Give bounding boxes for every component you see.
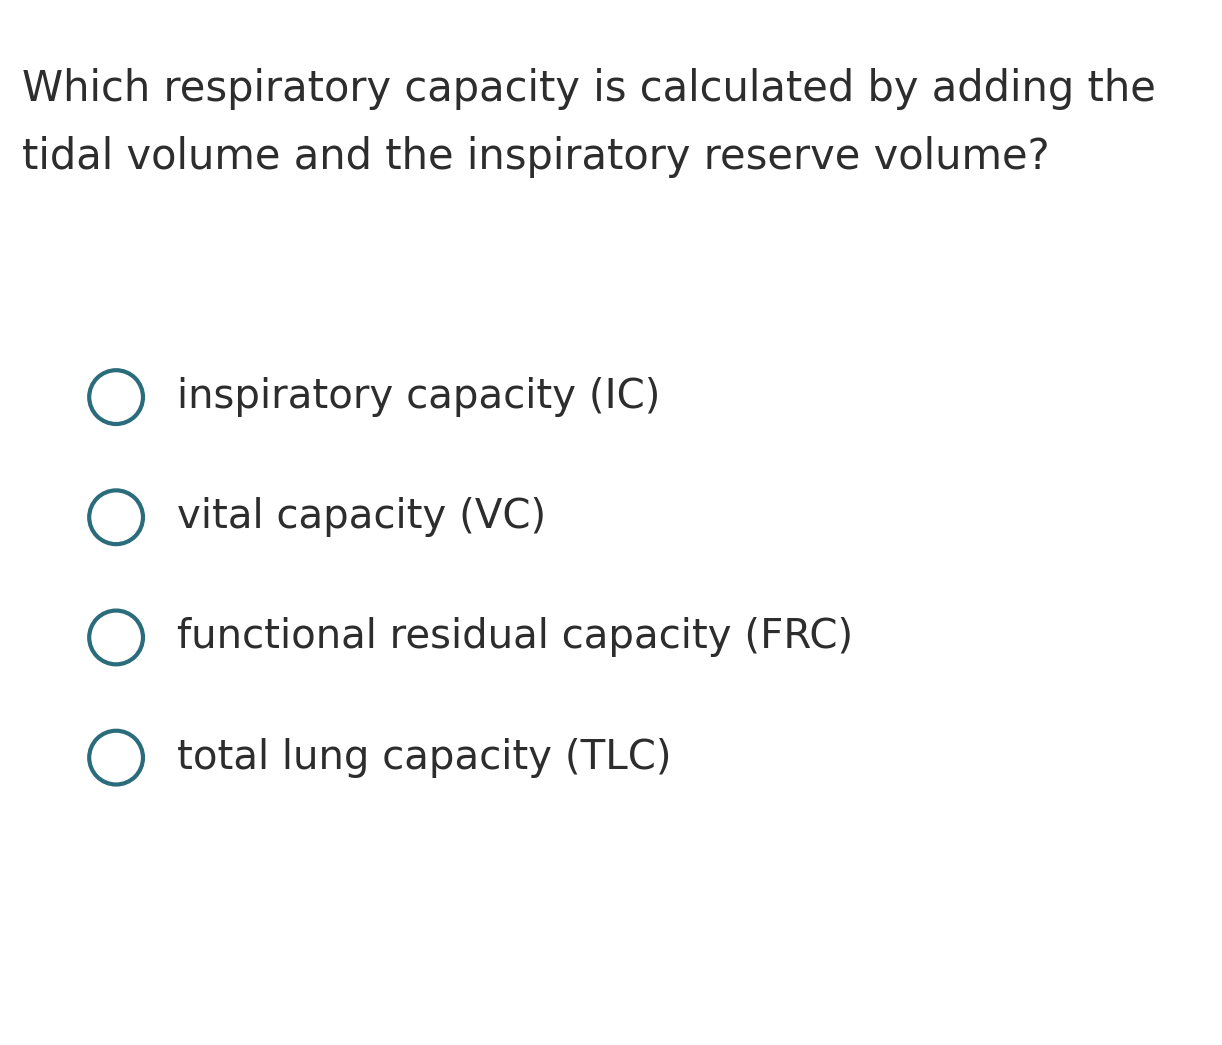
Text: tidal volume and the inspiratory reserve volume?: tidal volume and the inspiratory reserve… xyxy=(22,136,1050,178)
Text: inspiratory capacity (IC): inspiratory capacity (IC) xyxy=(177,377,661,417)
Text: Which respiratory capacity is calculated by adding the: Which respiratory capacity is calculated… xyxy=(22,68,1156,110)
Text: total lung capacity (TLC): total lung capacity (TLC) xyxy=(177,738,672,777)
Text: vital capacity (VC): vital capacity (VC) xyxy=(177,497,546,537)
Text: functional residual capacity (FRC): functional residual capacity (FRC) xyxy=(177,618,853,657)
